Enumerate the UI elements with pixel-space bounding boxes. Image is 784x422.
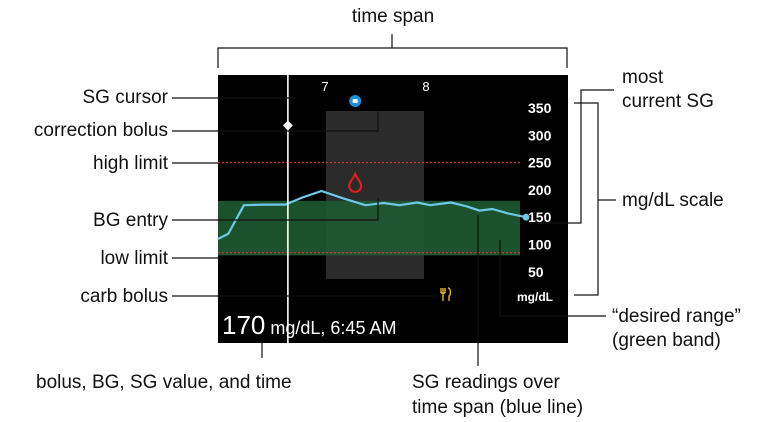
label-correction-bolus: correction bolus <box>34 120 168 141</box>
carb-bolus-icon <box>440 287 452 301</box>
correction-bolus-icon <box>349 95 362 107</box>
y-tick-100: 100 <box>528 237 552 253</box>
label-bg-entry: BG entry <box>93 210 168 231</box>
label-bottom-value: bolus, BG, SG value, and time <box>36 372 292 393</box>
time-span-bracket <box>217 34 568 68</box>
mgdl-scale-bracket <box>574 102 599 296</box>
y-tick-250: 250 <box>528 155 552 171</box>
leader-correction-bolus <box>172 110 379 132</box>
most-current-sg-dot <box>522 213 530 221</box>
y-tick-350: 350 <box>528 100 552 116</box>
leader-desired-range <box>499 240 606 317</box>
label-high-limit: high limit <box>93 153 169 174</box>
y-tick-150: 150 <box>528 209 552 225</box>
desired-range-band <box>218 200 520 256</box>
leader-most-current-sg <box>528 89 614 224</box>
reading-text: 170 mg/dL, 6:45 AM <box>222 310 396 340</box>
label-mgdl-scale: mg/dL scale <box>622 190 724 211</box>
label-desired-range: “desired range” (green band) <box>612 306 746 351</box>
label-most-current-sg: most current SG <box>622 67 714 112</box>
bg-entry-drop-icon <box>348 171 363 193</box>
pump-screen: 350 300 250 200 150 100 50 mg/dL 170 mg/dL, 6:… <box>217 75 568 343</box>
label-time-span: time span <box>352 6 434 27</box>
sg-readings-line <box>217 189 527 240</box>
hour-label-7: 7 <box>321 79 328 94</box>
y-tick-50: 50 <box>528 264 544 280</box>
y-tick-200: 200 <box>528 182 552 198</box>
label-carb-bolus: carb bolus <box>80 286 168 307</box>
hour-label-8: 8 <box>422 79 429 94</box>
axis-unit: mg/dL <box>517 290 553 304</box>
y-axis-ticks: 350 300 250 200 150 100 50 <box>528 100 552 280</box>
label-sg-readings: SG readings over time span (blue line) <box>412 372 583 418</box>
leader-bg-entry <box>172 198 379 221</box>
label-sg-cursor: SG cursor <box>82 87 168 108</box>
y-tick-300: 300 <box>528 127 552 143</box>
label-low-limit: low limit <box>100 248 168 269</box>
